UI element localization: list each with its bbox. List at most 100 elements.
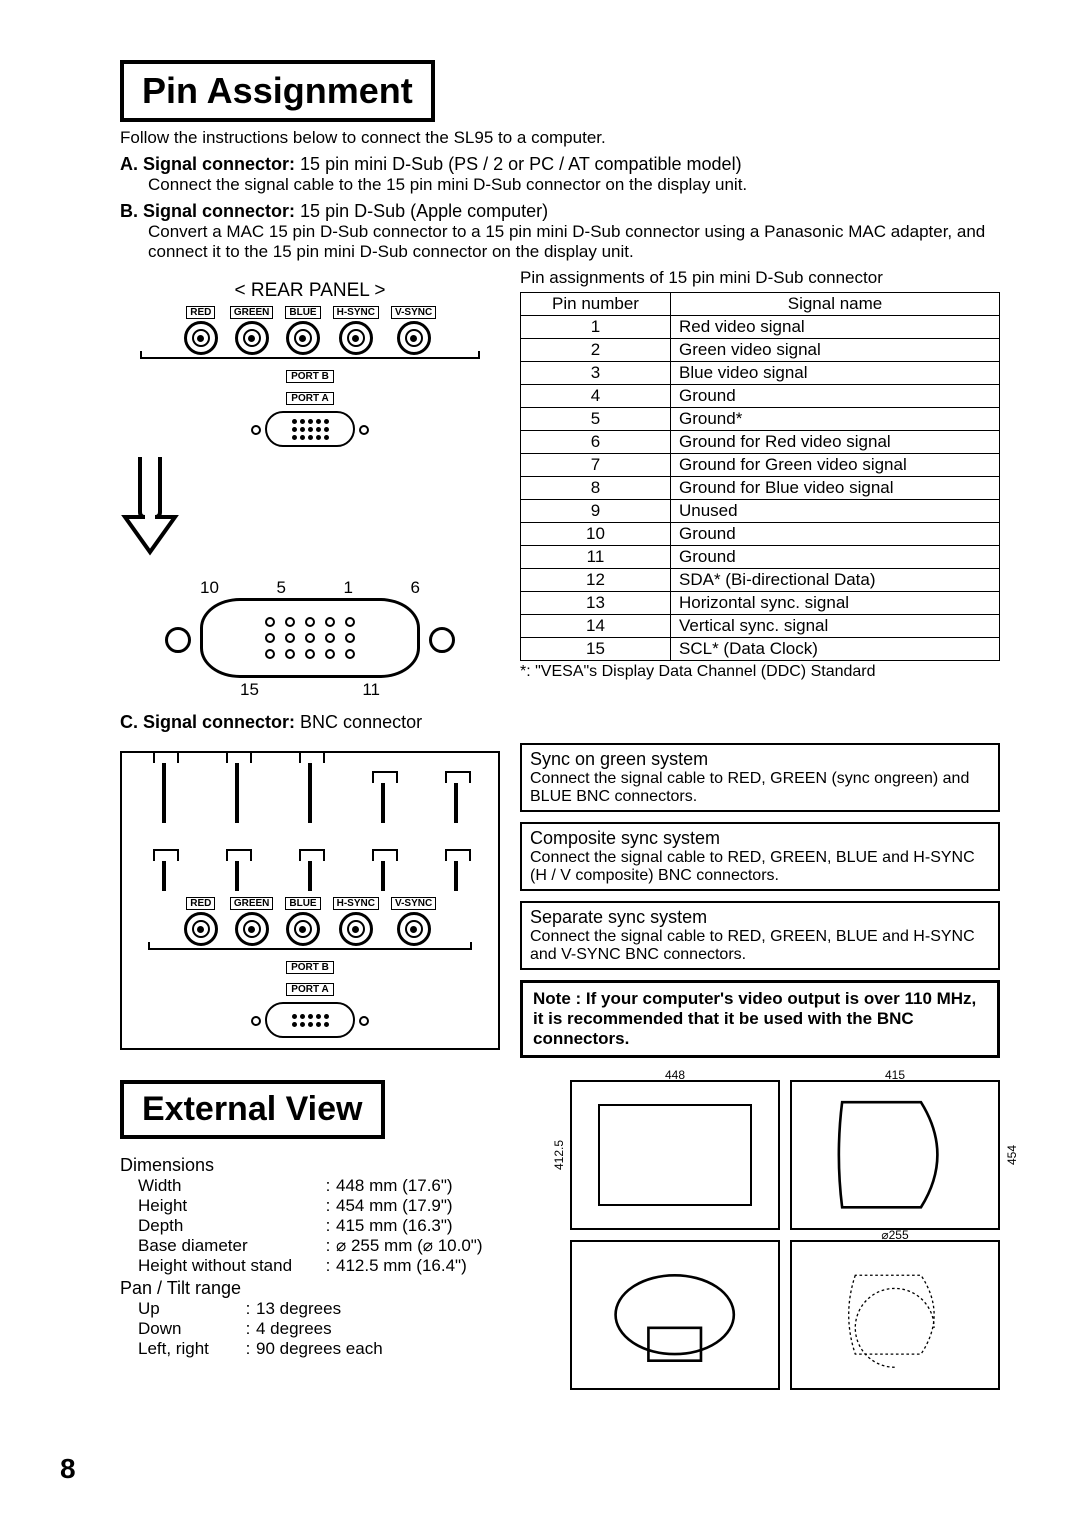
- connector-a-line2: Connect the signal cable to the 15 pin m…: [148, 175, 1000, 195]
- port-a-label: PORT A: [286, 392, 333, 405]
- bnc-label-blue: BLUE: [285, 306, 320, 319]
- bnc-label-red: RED: [186, 306, 215, 319]
- sync2-body: Connect the signal cable to RED, GREEN, …: [530, 849, 990, 885]
- dim-label: Height without stand: [120, 1256, 320, 1276]
- dsub-small-icon: [265, 411, 355, 447]
- table-row: 7Ground for Green video signal: [521, 454, 1000, 477]
- section-title-external-view: External View: [120, 1080, 385, 1139]
- pin-sig-cell: SCL* (Data Clock): [671, 638, 1000, 661]
- monitor-rotation-icon: [790, 1240, 1000, 1390]
- pin-table-caption: Pin assignments of 15 pin mini D-Sub con…: [520, 268, 1000, 288]
- dim-value: 412.5 mm (16.4"): [336, 1256, 550, 1276]
- pin-num-cell: 5: [521, 408, 671, 431]
- table-row: 14Vertical sync. signal: [521, 615, 1000, 638]
- dimension-row: Base diameter:⌀ 255 mm (⌀ 10.0"): [120, 1236, 550, 1256]
- sync2-title: Composite sync system: [530, 828, 990, 849]
- table-row: 8Ground for Blue video signal: [521, 477, 1000, 500]
- pan-value: 13 degrees: [256, 1299, 550, 1319]
- dsub-small-icon-2: [265, 1002, 355, 1038]
- pan-label: Down: [120, 1319, 240, 1339]
- dim-value: 448 mm (17.6"): [336, 1176, 550, 1196]
- pan-row: Left, right:90 degrees each: [120, 1339, 550, 1359]
- pin-num-1: 1: [343, 578, 352, 598]
- connector-a-head: A. Signal connector:: [120, 154, 295, 174]
- sync3-body: Connect the signal cable to RED, GREEN, …: [530, 928, 990, 964]
- table-row: 2Green video signal: [521, 339, 1000, 362]
- bnc-label-vsync: V-SYNC: [391, 306, 436, 319]
- sync-box-2: Composite sync system Connect the signal…: [520, 822, 1000, 891]
- dim-label: Base diameter: [120, 1236, 320, 1256]
- dimension-row: Depth:415 mm (16.3"): [120, 1216, 550, 1236]
- dimensions-head: Dimensions: [120, 1155, 550, 1176]
- connector-b-desc: 15 pin D-Sub (Apple computer): [300, 201, 548, 221]
- pan-tilt-head: Pan / Tilt range: [120, 1278, 550, 1299]
- arrow-down-icon: [120, 457, 180, 557]
- pin-sig-cell: Ground*: [671, 408, 1000, 431]
- bnc2-green: GREEN: [230, 897, 274, 910]
- connector-b: B. Signal connector: 15 pin D-Sub (Apple…: [120, 201, 1000, 262]
- pin-sig-cell: Ground for Blue video signal: [671, 477, 1000, 500]
- intro-text: Follow the instructions below to connect…: [120, 128, 1000, 148]
- section-title-pin-assignment: Pin Assignment: [120, 60, 435, 122]
- pan-row: Up:13 degrees: [120, 1299, 550, 1319]
- pin-sig-cell: SDA* (Bi-directional Data): [671, 569, 1000, 592]
- monitor-top-icon: [570, 1240, 780, 1390]
- dim-415: 415: [885, 1068, 905, 1082]
- connector-c-head: C. Signal connector:: [120, 712, 295, 732]
- connector-a-desc: 15 pin mini D-Sub (PS / 2 or PC / AT com…: [300, 154, 742, 174]
- pin-sig-cell: Unused: [671, 500, 1000, 523]
- pin-table-head-num: Pin number: [521, 293, 671, 316]
- pin-sig-cell: Blue video signal: [671, 362, 1000, 385]
- pin-num-10: 10: [200, 578, 219, 598]
- connector-c-desc: BNC connector: [300, 712, 422, 732]
- table-row: 6Ground for Red video signal: [521, 431, 1000, 454]
- port-b-label-2: PORT B: [286, 961, 334, 974]
- pan-label: Up: [120, 1299, 240, 1319]
- table-row: 11Ground: [521, 546, 1000, 569]
- sync-box-1: Sync on green system Connect the signal …: [520, 743, 1000, 812]
- sync3-title: Separate sync system: [530, 907, 990, 928]
- dim-value: 454 mm (17.9"): [336, 1196, 550, 1216]
- pin-sig-cell: Ground for Red video signal: [671, 431, 1000, 454]
- pin-table-head-sig: Signal name: [671, 293, 1000, 316]
- pin-sig-cell: Green video signal: [671, 339, 1000, 362]
- port-a-label-2: PORT A: [286, 983, 333, 996]
- monitor-side-icon: 415 454 ⌀255: [790, 1080, 1000, 1230]
- pan-value: 4 degrees: [256, 1319, 550, 1339]
- pin-num-cell: 10: [521, 523, 671, 546]
- table-row: 1Red video signal: [521, 316, 1000, 339]
- pin-num-cell: 14: [521, 615, 671, 638]
- dimension-row: Height:454 mm (17.9"): [120, 1196, 550, 1216]
- bnc-cable-diagram: RED GREEN BLUE H-SYNC V-SYNC PORT B PORT…: [120, 751, 500, 1050]
- table-row: 4Ground: [521, 385, 1000, 408]
- pin-num-5: 5: [276, 578, 285, 598]
- port-b-label: PORT B: [286, 370, 334, 383]
- bnc2-vsync: V-SYNC: [391, 897, 436, 910]
- connector-b-line2: Convert a MAC 15 pin D-Sub connector to …: [148, 222, 1000, 262]
- pin-sig-cell: Ground for Green video signal: [671, 454, 1000, 477]
- table-row: 9Unused: [521, 500, 1000, 523]
- page-number: 8: [60, 1453, 76, 1485]
- bnc-label-hsync: H-SYNC: [333, 306, 379, 319]
- bnc2-hsync: H-SYNC: [333, 897, 379, 910]
- pin-sig-cell: Vertical sync. signal: [671, 615, 1000, 638]
- table-row: 12SDA* (Bi-directional Data): [521, 569, 1000, 592]
- pin-num-cell: 9: [521, 500, 671, 523]
- pin-sig-cell: Horizontal sync. signal: [671, 592, 1000, 615]
- dim-448: 448: [665, 1068, 685, 1082]
- sync1-body: Connect the signal cable to RED, GREEN (…: [530, 770, 990, 806]
- pan-label: Left, right: [120, 1339, 240, 1359]
- bnc-label-green: GREEN: [230, 306, 274, 319]
- pin-num-cell: 12: [521, 569, 671, 592]
- dim-4125: 412.5: [552, 1140, 566, 1170]
- connector-b-head: B. Signal connector:: [120, 201, 295, 221]
- pin-num-cell: 11: [521, 546, 671, 569]
- note-box: Note : If your computer's video output i…: [520, 980, 1000, 1058]
- connector-a: A. Signal connector: 15 pin mini D-Sub (…: [120, 154, 1000, 195]
- pin-num-cell: 6: [521, 431, 671, 454]
- sync1-title: Sync on green system: [530, 749, 990, 770]
- pin-num-cell: 15: [521, 638, 671, 661]
- pin-num-15: 15: [240, 680, 259, 700]
- pin-num-cell: 8: [521, 477, 671, 500]
- pin-num-cell: 1: [521, 316, 671, 339]
